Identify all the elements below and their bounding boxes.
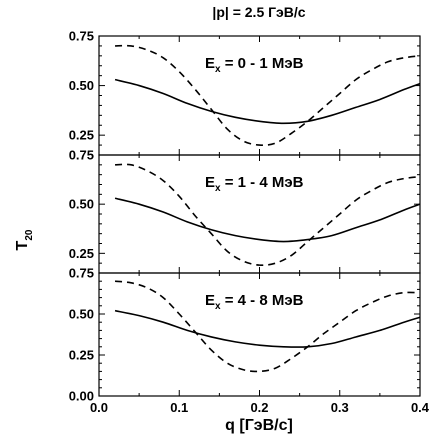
y-tick-label: 0.50 (69, 197, 94, 212)
panel-label-main: E (205, 55, 215, 72)
y-tick-label: 0.75 (69, 29, 94, 44)
x-tick-label: 0.4 (411, 400, 430, 415)
y-tick-label: 0.25 (69, 348, 94, 363)
panel-label-sub: x (215, 183, 221, 194)
solid-curve (114, 197, 421, 243)
x-tick-label: 0.0 (90, 400, 108, 415)
panel-label-rest: = 0 - 1 МэВ (221, 55, 304, 72)
panel-label: Ex = 4 - 8 МэВ (205, 292, 304, 312)
panel-2: 0.25 0.50 0.75 Ex = 1 - 4 МэВ (69, 148, 421, 274)
x-axis-title: q [ГэВ/с] (225, 417, 293, 434)
dashed-curve (115, 44, 421, 146)
solid-curve (114, 309, 421, 348)
x-tick-label: 0.2 (250, 400, 268, 415)
dashed-curve (114, 280, 421, 373)
y-tick-label: 0.50 (69, 78, 94, 93)
panel-label: Ex = 0 - 1 МэВ (205, 55, 304, 75)
solid-curve (114, 78, 421, 125)
panel-label-main: E (205, 292, 215, 309)
y-tick-label: 0.75 (69, 148, 94, 163)
panel-label-sub: x (215, 64, 221, 75)
panel-label-rest: = 1 - 4 МэВ (221, 174, 304, 191)
panel-frame (98, 35, 421, 156)
panel-frame (98, 154, 421, 274)
panel-1: 0.25 0.50 0.75 Ex = 0 - 1 МэВ (69, 29, 421, 156)
y-tick-label: 0.75 (69, 266, 94, 281)
x-tick-label: 0.3 (331, 400, 349, 415)
y-tick-label: 0.25 (69, 246, 94, 261)
y-tick-label: 0.00 (69, 389, 94, 404)
y-tick-label: 0.50 (69, 307, 94, 322)
panel-label-rest: = 4 - 8 МэВ (221, 292, 304, 309)
panel-3: 0.00 0.25 0.50 0.75 Ex = 4 - 8 МэВ (69, 266, 421, 404)
x-axis-tick-labels: 0.0 0.1 0.2 0.3 0.4 (90, 400, 430, 415)
panel-label: Ex = 1 - 4 МэВ (205, 174, 304, 194)
panels: 0.25 0.50 0.75 Ex = 0 - 1 МэВ 0.25 0.50 0.75 Ex… (69, 29, 421, 404)
figure-title: |p| = 2.5 ГэВ/с (212, 4, 305, 20)
y-axis-title: T20 (14, 229, 35, 250)
y-tick-label: 0.25 (69, 128, 94, 143)
dashed-curve (115, 163, 421, 267)
panel-label-main: E (205, 174, 215, 191)
panel-label-sub: x (215, 301, 221, 312)
x-tick-label: 0.1 (170, 400, 188, 415)
